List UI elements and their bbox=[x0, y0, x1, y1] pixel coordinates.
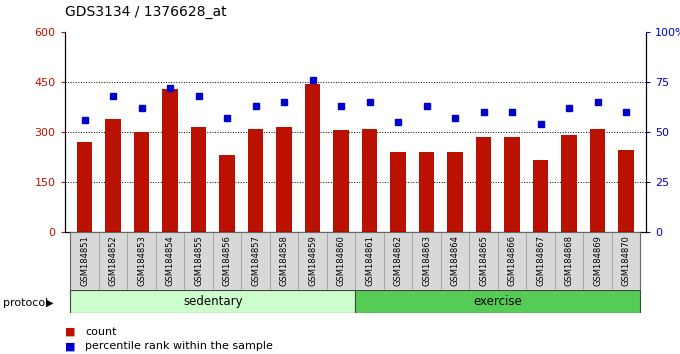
Bar bbox=[99, 232, 127, 292]
Text: GSM184851: GSM184851 bbox=[80, 235, 89, 286]
Text: ▶: ▶ bbox=[46, 298, 54, 308]
Text: GSM184859: GSM184859 bbox=[308, 235, 317, 286]
Bar bbox=[156, 232, 184, 292]
Bar bbox=[248, 129, 263, 232]
Bar bbox=[561, 135, 577, 232]
Bar bbox=[555, 232, 583, 292]
Bar bbox=[384, 232, 412, 292]
Bar bbox=[305, 84, 320, 232]
Bar bbox=[618, 150, 634, 232]
Text: GSM184852: GSM184852 bbox=[109, 235, 118, 286]
Text: GSM184855: GSM184855 bbox=[194, 235, 203, 286]
Bar bbox=[241, 232, 270, 292]
Bar bbox=[70, 290, 356, 313]
Text: GSM184864: GSM184864 bbox=[451, 235, 460, 286]
Bar bbox=[333, 130, 349, 232]
Bar bbox=[583, 232, 612, 292]
Bar bbox=[105, 119, 121, 232]
Text: exercise: exercise bbox=[473, 295, 522, 308]
Bar bbox=[327, 232, 355, 292]
Text: percentile rank within the sample: percentile rank within the sample bbox=[85, 341, 273, 351]
Bar bbox=[498, 232, 526, 292]
Text: ■: ■ bbox=[65, 327, 75, 337]
Bar bbox=[77, 142, 92, 232]
Text: protocol: protocol bbox=[3, 298, 49, 308]
Bar bbox=[134, 132, 150, 232]
Text: GSM184868: GSM184868 bbox=[564, 235, 573, 286]
Text: GSM184863: GSM184863 bbox=[422, 235, 431, 286]
Text: count: count bbox=[85, 327, 116, 337]
Bar bbox=[127, 232, 156, 292]
Bar bbox=[299, 232, 327, 292]
Bar bbox=[362, 129, 377, 232]
Text: sedentary: sedentary bbox=[183, 295, 243, 308]
Bar bbox=[590, 129, 605, 232]
Text: GSM184867: GSM184867 bbox=[536, 235, 545, 286]
Bar bbox=[184, 232, 213, 292]
Bar bbox=[469, 232, 498, 292]
Bar bbox=[356, 290, 641, 313]
Text: GSM184856: GSM184856 bbox=[222, 235, 232, 286]
Bar bbox=[276, 127, 292, 232]
Bar bbox=[356, 232, 384, 292]
Text: ■: ■ bbox=[65, 341, 75, 351]
Bar bbox=[504, 137, 520, 232]
Text: GSM184862: GSM184862 bbox=[394, 235, 403, 286]
Text: GSM184866: GSM184866 bbox=[507, 235, 517, 286]
Bar bbox=[612, 232, 641, 292]
Bar bbox=[390, 152, 406, 232]
Text: GDS3134 / 1376628_at: GDS3134 / 1376628_at bbox=[65, 5, 226, 19]
Bar bbox=[441, 232, 469, 292]
Text: GSM184860: GSM184860 bbox=[337, 235, 345, 286]
Text: GSM184865: GSM184865 bbox=[479, 235, 488, 286]
Bar bbox=[70, 232, 99, 292]
Bar bbox=[213, 232, 241, 292]
Bar bbox=[219, 155, 235, 232]
Bar bbox=[476, 137, 492, 232]
Bar bbox=[419, 152, 435, 232]
Bar bbox=[447, 152, 463, 232]
Text: GSM184869: GSM184869 bbox=[593, 235, 602, 286]
Bar bbox=[190, 127, 207, 232]
Text: GSM184870: GSM184870 bbox=[622, 235, 630, 286]
Text: GSM184857: GSM184857 bbox=[251, 235, 260, 286]
Text: GSM184854: GSM184854 bbox=[165, 235, 175, 286]
Text: GSM184858: GSM184858 bbox=[279, 235, 288, 286]
Text: GSM184853: GSM184853 bbox=[137, 235, 146, 286]
Text: GSM184861: GSM184861 bbox=[365, 235, 374, 286]
Bar bbox=[526, 232, 555, 292]
Bar bbox=[163, 88, 178, 232]
Bar bbox=[270, 232, 299, 292]
Bar bbox=[532, 160, 548, 232]
Bar bbox=[412, 232, 441, 292]
